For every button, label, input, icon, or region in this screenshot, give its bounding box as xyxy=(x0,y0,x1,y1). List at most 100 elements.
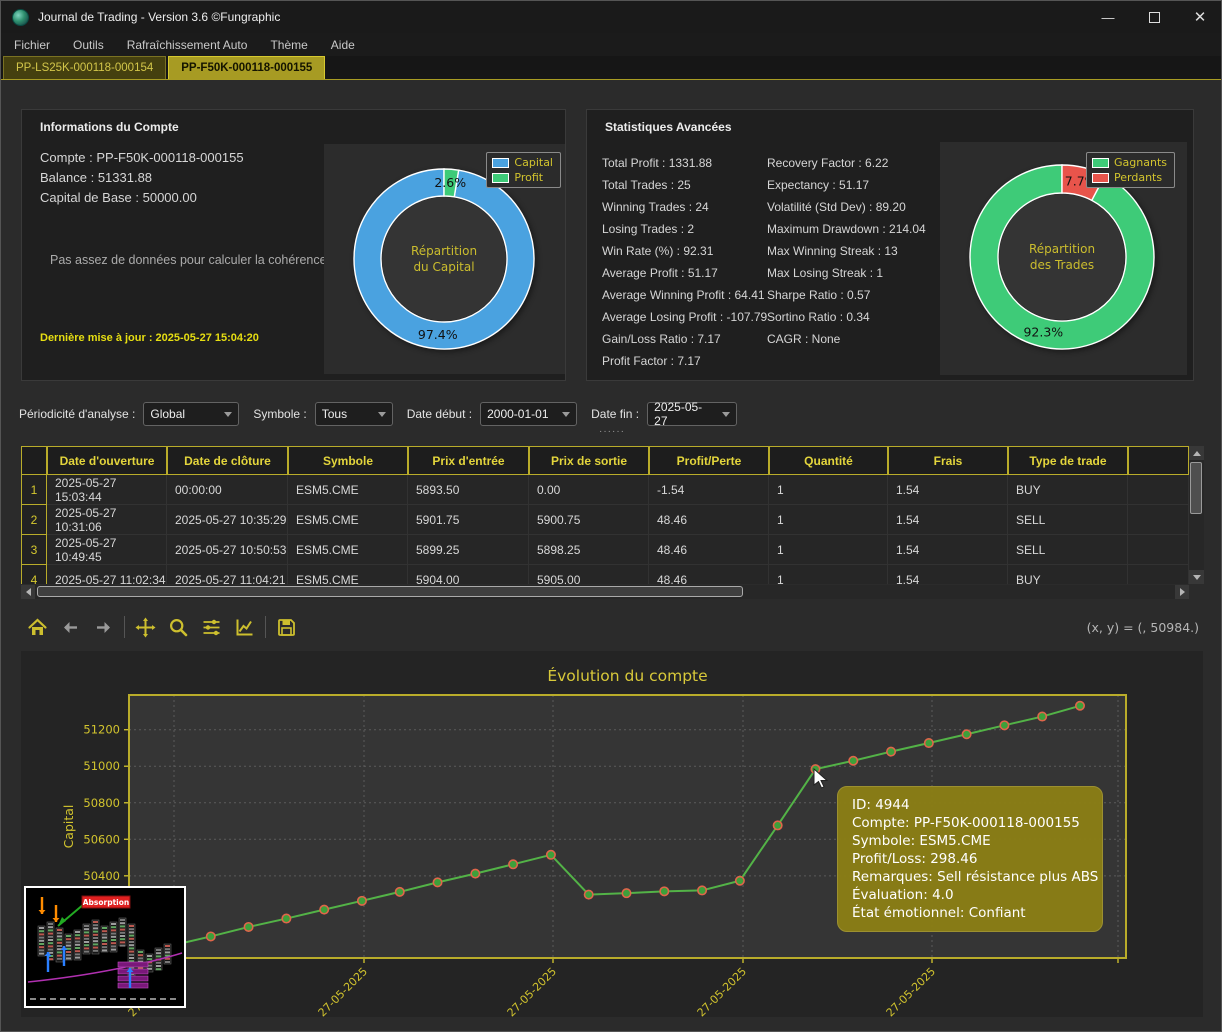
row-number[interactable]: 2 xyxy=(21,505,47,535)
data-point[interactable] xyxy=(356,895,367,906)
pan-button[interactable] xyxy=(129,612,162,642)
data-point[interactable] xyxy=(961,729,972,740)
table-cell[interactable]: ESM5.CME xyxy=(288,535,408,565)
table-cell[interactable]: 2025-05-27 10:50:53 xyxy=(167,535,288,565)
data-point[interactable] xyxy=(848,755,859,766)
table-cell[interactable]: BUY xyxy=(1008,565,1128,584)
minimize-button[interactable]: — xyxy=(1101,9,1115,25)
menu-rafra-chissement-auto[interactable]: Rafraîchissement Auto xyxy=(126,37,248,52)
data-point[interactable] xyxy=(659,886,670,897)
menu-th-me[interactable]: Thème xyxy=(270,37,308,52)
home-button[interactable] xyxy=(21,612,54,642)
data-point[interactable] xyxy=(205,931,216,942)
data-point[interactable] xyxy=(470,868,481,879)
plot-button[interactable] xyxy=(228,612,261,642)
table-cell[interactable]: 48.46 xyxy=(649,565,769,584)
table-cell[interactable]: 1 xyxy=(769,535,888,565)
forward-button[interactable] xyxy=(87,612,120,642)
table-cell[interactable]: ESM5.CME xyxy=(288,565,408,584)
table-cell[interactable]: 5899.25 xyxy=(408,535,529,565)
table-cell[interactable]: 1.54 xyxy=(888,475,1008,505)
table-cell[interactable]: 2025-05-27 10:49:45 xyxy=(47,535,167,565)
menu-fichier[interactable]: Fichier xyxy=(14,37,51,52)
data-point[interactable] xyxy=(432,877,443,888)
scroll-up-button[interactable] xyxy=(1189,446,1204,460)
table-cell[interactable]: SELL xyxy=(1008,535,1128,565)
horizontal-scrollbar[interactable] xyxy=(21,585,1189,599)
table-cell[interactable]: 00:00:00 xyxy=(167,475,288,505)
table-cell[interactable]: 1 xyxy=(769,505,888,535)
scroll-down-button[interactable] xyxy=(1189,570,1204,584)
table-cell[interactable]: 1.54 xyxy=(888,565,1008,584)
data-point[interactable] xyxy=(1075,700,1086,711)
data-point[interactable] xyxy=(697,885,708,896)
zoom-button[interactable] xyxy=(162,612,195,642)
table-cell[interactable]: 2025-05-27 15:03:44 xyxy=(47,475,167,505)
column-header-type-de-trade[interactable]: Type de trade xyxy=(1008,446,1128,475)
row-number[interactable]: 3 xyxy=(21,535,47,565)
scroll-right-button[interactable] xyxy=(1175,585,1189,599)
table-cell[interactable]: 2025-05-27 11:02:34 xyxy=(47,565,167,584)
data-point[interactable] xyxy=(923,738,934,749)
column-header-prix-de-sortie[interactable]: Prix de sortie xyxy=(529,446,649,475)
column-header-date-de-cl-ture[interactable]: Date de clôture xyxy=(167,446,288,475)
table-cell[interactable]: 1 xyxy=(769,475,888,505)
table-cell[interactable]: 5904.00 xyxy=(408,565,529,584)
vertical-scrollbar[interactable] xyxy=(1189,446,1204,584)
date-end-picker[interactable]: 2025-05-27 xyxy=(647,400,738,428)
data-point[interactable] xyxy=(621,888,632,899)
symbol-dropdown[interactable]: Tous xyxy=(314,402,393,426)
menu-aide[interactable]: Aide xyxy=(330,37,355,52)
table-cell[interactable]: 5901.75 xyxy=(408,505,529,535)
maximize-button[interactable] xyxy=(1131,1,1177,33)
trades-table-viewport[interactable]: Date d'ouverture Date de clôture Symbole Pr… xyxy=(21,446,1189,584)
column-header-prix-d-entr-e[interactable]: Prix d'entrée xyxy=(408,446,529,475)
table-cell[interactable]: -1.54 xyxy=(649,475,769,505)
table-cell[interactable]: 0.00 xyxy=(529,475,649,505)
data-point[interactable] xyxy=(886,746,897,757)
table-cell[interactable]: 1.54 xyxy=(888,535,1008,565)
save-button[interactable] xyxy=(270,612,303,642)
horizontal-scroll-thumb[interactable] xyxy=(37,586,743,597)
column-header-symbole[interactable]: Symbole xyxy=(288,446,408,475)
table-cell[interactable]: 2025-05-27 10:31:06 xyxy=(47,505,167,535)
column-header-date-d-ouverture[interactable]: Date d'ouverture xyxy=(47,446,167,475)
table-cell[interactable]: 5905.00 xyxy=(529,565,649,584)
data-point[interactable] xyxy=(243,921,254,932)
data-point[interactable] xyxy=(1037,711,1048,722)
column-header-quantit[interactable]: Quantité xyxy=(769,446,888,475)
table-cell[interactable]: ESM5.CME xyxy=(288,475,408,505)
tab-pp-f50k-000118-000155[interactable]: PP-F50K-000118-000155 xyxy=(168,56,326,79)
table-cell[interactable]: 2025-05-27 10:35:29 xyxy=(167,505,288,535)
data-point[interactable] xyxy=(319,904,330,915)
table-cell[interactable]: 48.46 xyxy=(649,535,769,565)
data-point[interactable] xyxy=(999,720,1010,731)
table-cell[interactable]: ESM5.CME xyxy=(288,505,408,535)
table-cell[interactable]: 1.54 xyxy=(888,505,1008,535)
vertical-scroll-thumb[interactable] xyxy=(1190,462,1202,514)
back-button[interactable] xyxy=(54,612,87,642)
row-number[interactable]: 4 xyxy=(21,565,47,584)
data-point[interactable] xyxy=(772,820,783,831)
table-cell[interactable]: 48.46 xyxy=(649,505,769,535)
periodicity-dropdown[interactable]: Global xyxy=(143,402,240,426)
data-point[interactable] xyxy=(281,913,292,924)
data-point[interactable] xyxy=(394,886,405,897)
table-cell[interactable]: 5900.75 xyxy=(529,505,649,535)
data-point[interactable] xyxy=(545,849,556,860)
row-number[interactable]: 1 xyxy=(21,475,47,505)
table-cell[interactable]: SELL xyxy=(1008,505,1128,535)
column-header-profit-perte[interactable]: Profit/Perte xyxy=(649,446,769,475)
table-cell[interactable]: 5893.50 xyxy=(408,475,529,505)
scroll-left-button[interactable] xyxy=(21,585,35,599)
column-header-frais[interactable]: Frais xyxy=(888,446,1008,475)
table-cell[interactable]: 1 xyxy=(769,565,888,584)
configure-button[interactable] xyxy=(195,612,228,642)
tab-pp-ls25k-000118-000154[interactable]: PP-LS25K-000118-000154 xyxy=(3,56,167,79)
menu-outils[interactable]: Outils xyxy=(73,37,104,52)
table-cell[interactable]: BUY xyxy=(1008,475,1128,505)
date-start-picker[interactable]: 2000-01-01 xyxy=(480,402,578,426)
table-cell[interactable]: 2025-05-27 11:04:21 xyxy=(167,565,288,584)
data-point[interactable] xyxy=(508,859,519,870)
data-point[interactable] xyxy=(583,889,594,900)
